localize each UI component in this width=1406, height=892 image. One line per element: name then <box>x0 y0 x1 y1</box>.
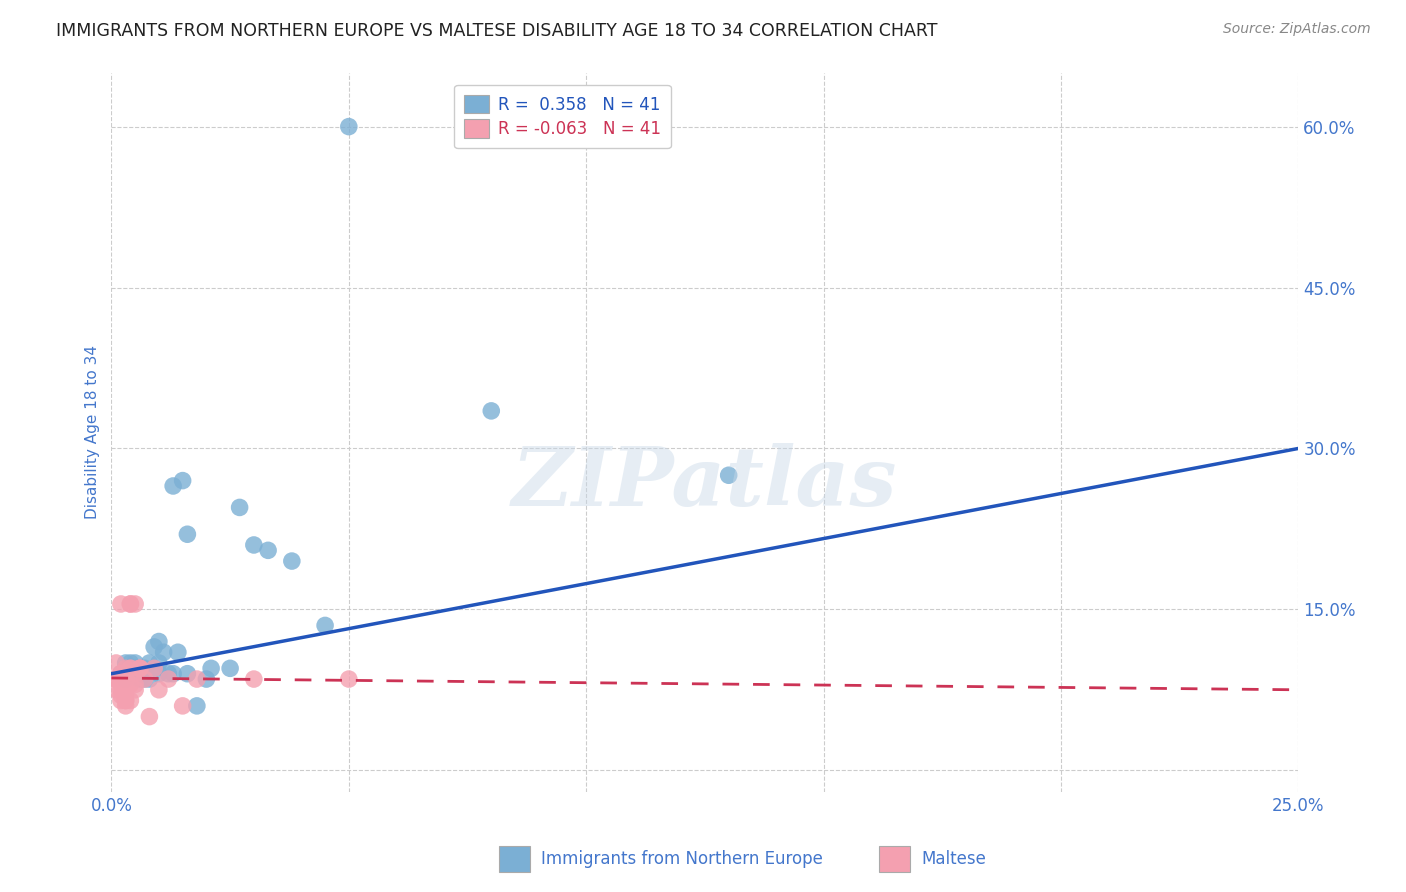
Point <box>257 543 280 558</box>
Point <box>200 661 222 675</box>
Point <box>138 672 160 686</box>
Point <box>124 597 146 611</box>
Point <box>195 672 218 686</box>
Point <box>105 672 128 686</box>
Point <box>124 682 146 697</box>
Point <box>243 538 266 552</box>
Point <box>105 672 128 686</box>
Point <box>143 661 166 675</box>
Point <box>152 645 174 659</box>
Point <box>110 682 132 697</box>
Point <box>114 693 136 707</box>
Point <box>129 661 152 675</box>
Point <box>114 666 136 681</box>
Point <box>124 666 146 681</box>
Point <box>114 656 136 670</box>
Point <box>110 666 132 681</box>
Point <box>157 672 180 686</box>
Point <box>143 661 166 675</box>
Point <box>243 672 266 686</box>
Point <box>167 645 190 659</box>
Point <box>114 693 136 707</box>
Point <box>105 682 128 697</box>
Point <box>134 672 156 686</box>
Point <box>110 688 132 702</box>
Point <box>157 666 180 681</box>
Point <box>134 672 156 686</box>
Point <box>314 618 336 632</box>
Point <box>228 500 250 515</box>
Point <box>176 527 198 541</box>
Point <box>134 661 156 675</box>
Point <box>219 661 242 675</box>
Legend: R =  0.358   N = 41, R = -0.063   N = 41: R = 0.358 N = 41, R = -0.063 N = 41 <box>454 85 671 148</box>
Point <box>143 640 166 654</box>
Point <box>337 120 360 134</box>
Point <box>114 672 136 686</box>
Point <box>120 597 142 611</box>
Point <box>110 677 132 691</box>
Point <box>138 656 160 670</box>
Point <box>124 661 146 675</box>
Point <box>186 698 208 713</box>
Point <box>124 677 146 691</box>
Point <box>148 666 170 681</box>
Point <box>129 661 152 675</box>
Point <box>120 693 142 707</box>
Point <box>172 474 194 488</box>
Point <box>120 656 142 670</box>
Point <box>120 597 142 611</box>
Point <box>114 698 136 713</box>
Point <box>129 672 152 686</box>
Point <box>114 661 136 675</box>
Point <box>114 672 136 686</box>
Point <box>148 656 170 670</box>
Point <box>120 661 142 675</box>
Point <box>120 666 142 681</box>
Point <box>479 404 502 418</box>
Point <box>114 682 136 697</box>
Text: IMMIGRANTS FROM NORTHERN EUROPE VS MALTESE DISABILITY AGE 18 TO 34 CORRELATION C: IMMIGRANTS FROM NORTHERN EUROPE VS MALTE… <box>56 22 938 40</box>
Point <box>186 672 208 686</box>
Point <box>129 661 152 675</box>
Text: Immigrants from Northern Europe: Immigrants from Northern Europe <box>541 850 823 868</box>
Point <box>337 672 360 686</box>
Point <box>281 554 304 568</box>
Point <box>120 661 142 675</box>
Y-axis label: Disability Age 18 to 34: Disability Age 18 to 34 <box>86 345 100 519</box>
Point <box>172 698 194 713</box>
Point <box>114 688 136 702</box>
Point <box>162 479 184 493</box>
Point <box>148 634 170 648</box>
Point <box>124 666 146 681</box>
Point <box>110 693 132 707</box>
Point <box>176 666 198 681</box>
Point <box>134 666 156 681</box>
Point <box>120 661 142 675</box>
Point <box>124 656 146 670</box>
Point <box>129 661 152 675</box>
Text: Maltese: Maltese <box>921 850 986 868</box>
Point <box>110 666 132 681</box>
Point <box>717 468 740 483</box>
Text: Source: ZipAtlas.com: Source: ZipAtlas.com <box>1223 22 1371 37</box>
Point <box>138 709 160 723</box>
Point <box>148 682 170 697</box>
Text: ZIPatlas: ZIPatlas <box>512 442 897 523</box>
Point <box>162 666 184 681</box>
Point <box>110 666 132 681</box>
Point <box>120 677 142 691</box>
Point <box>110 597 132 611</box>
Point <box>105 656 128 670</box>
